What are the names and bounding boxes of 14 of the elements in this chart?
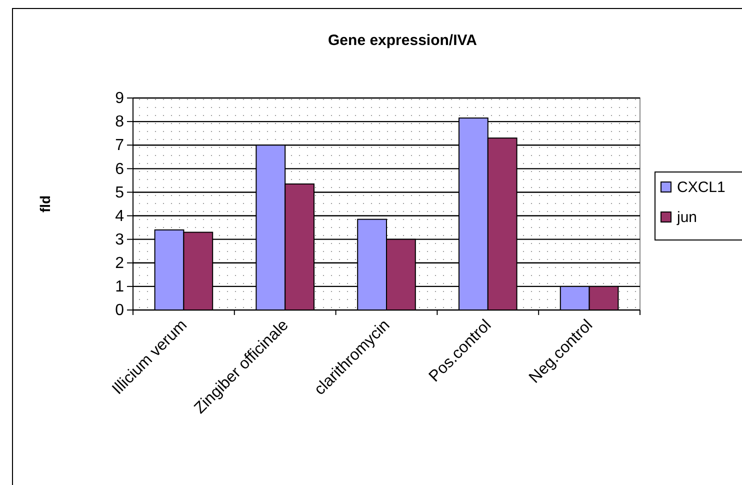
y-tick-label: 9 [115, 90, 124, 108]
y-tick-label: 1 [115, 278, 124, 296]
y-tick-label: 4 [115, 208, 124, 225]
y-tick-label: 8 [115, 114, 124, 131]
legend-label: CXCL1 [677, 179, 726, 196]
y-tick-label: 0 [115, 302, 124, 320]
y-tick-label: 2 [115, 255, 124, 272]
y-axis-title: fld [37, 195, 53, 213]
y-tick-label: 6 [115, 160, 124, 178]
y-tick-label: 7 [115, 137, 124, 154]
y-tick-label: 3 [115, 231, 124, 248]
chart-title: Gene expression/IVA [328, 32, 478, 49]
legend-label: jun [676, 209, 698, 226]
y-tick-label: 5 [115, 184, 124, 202]
